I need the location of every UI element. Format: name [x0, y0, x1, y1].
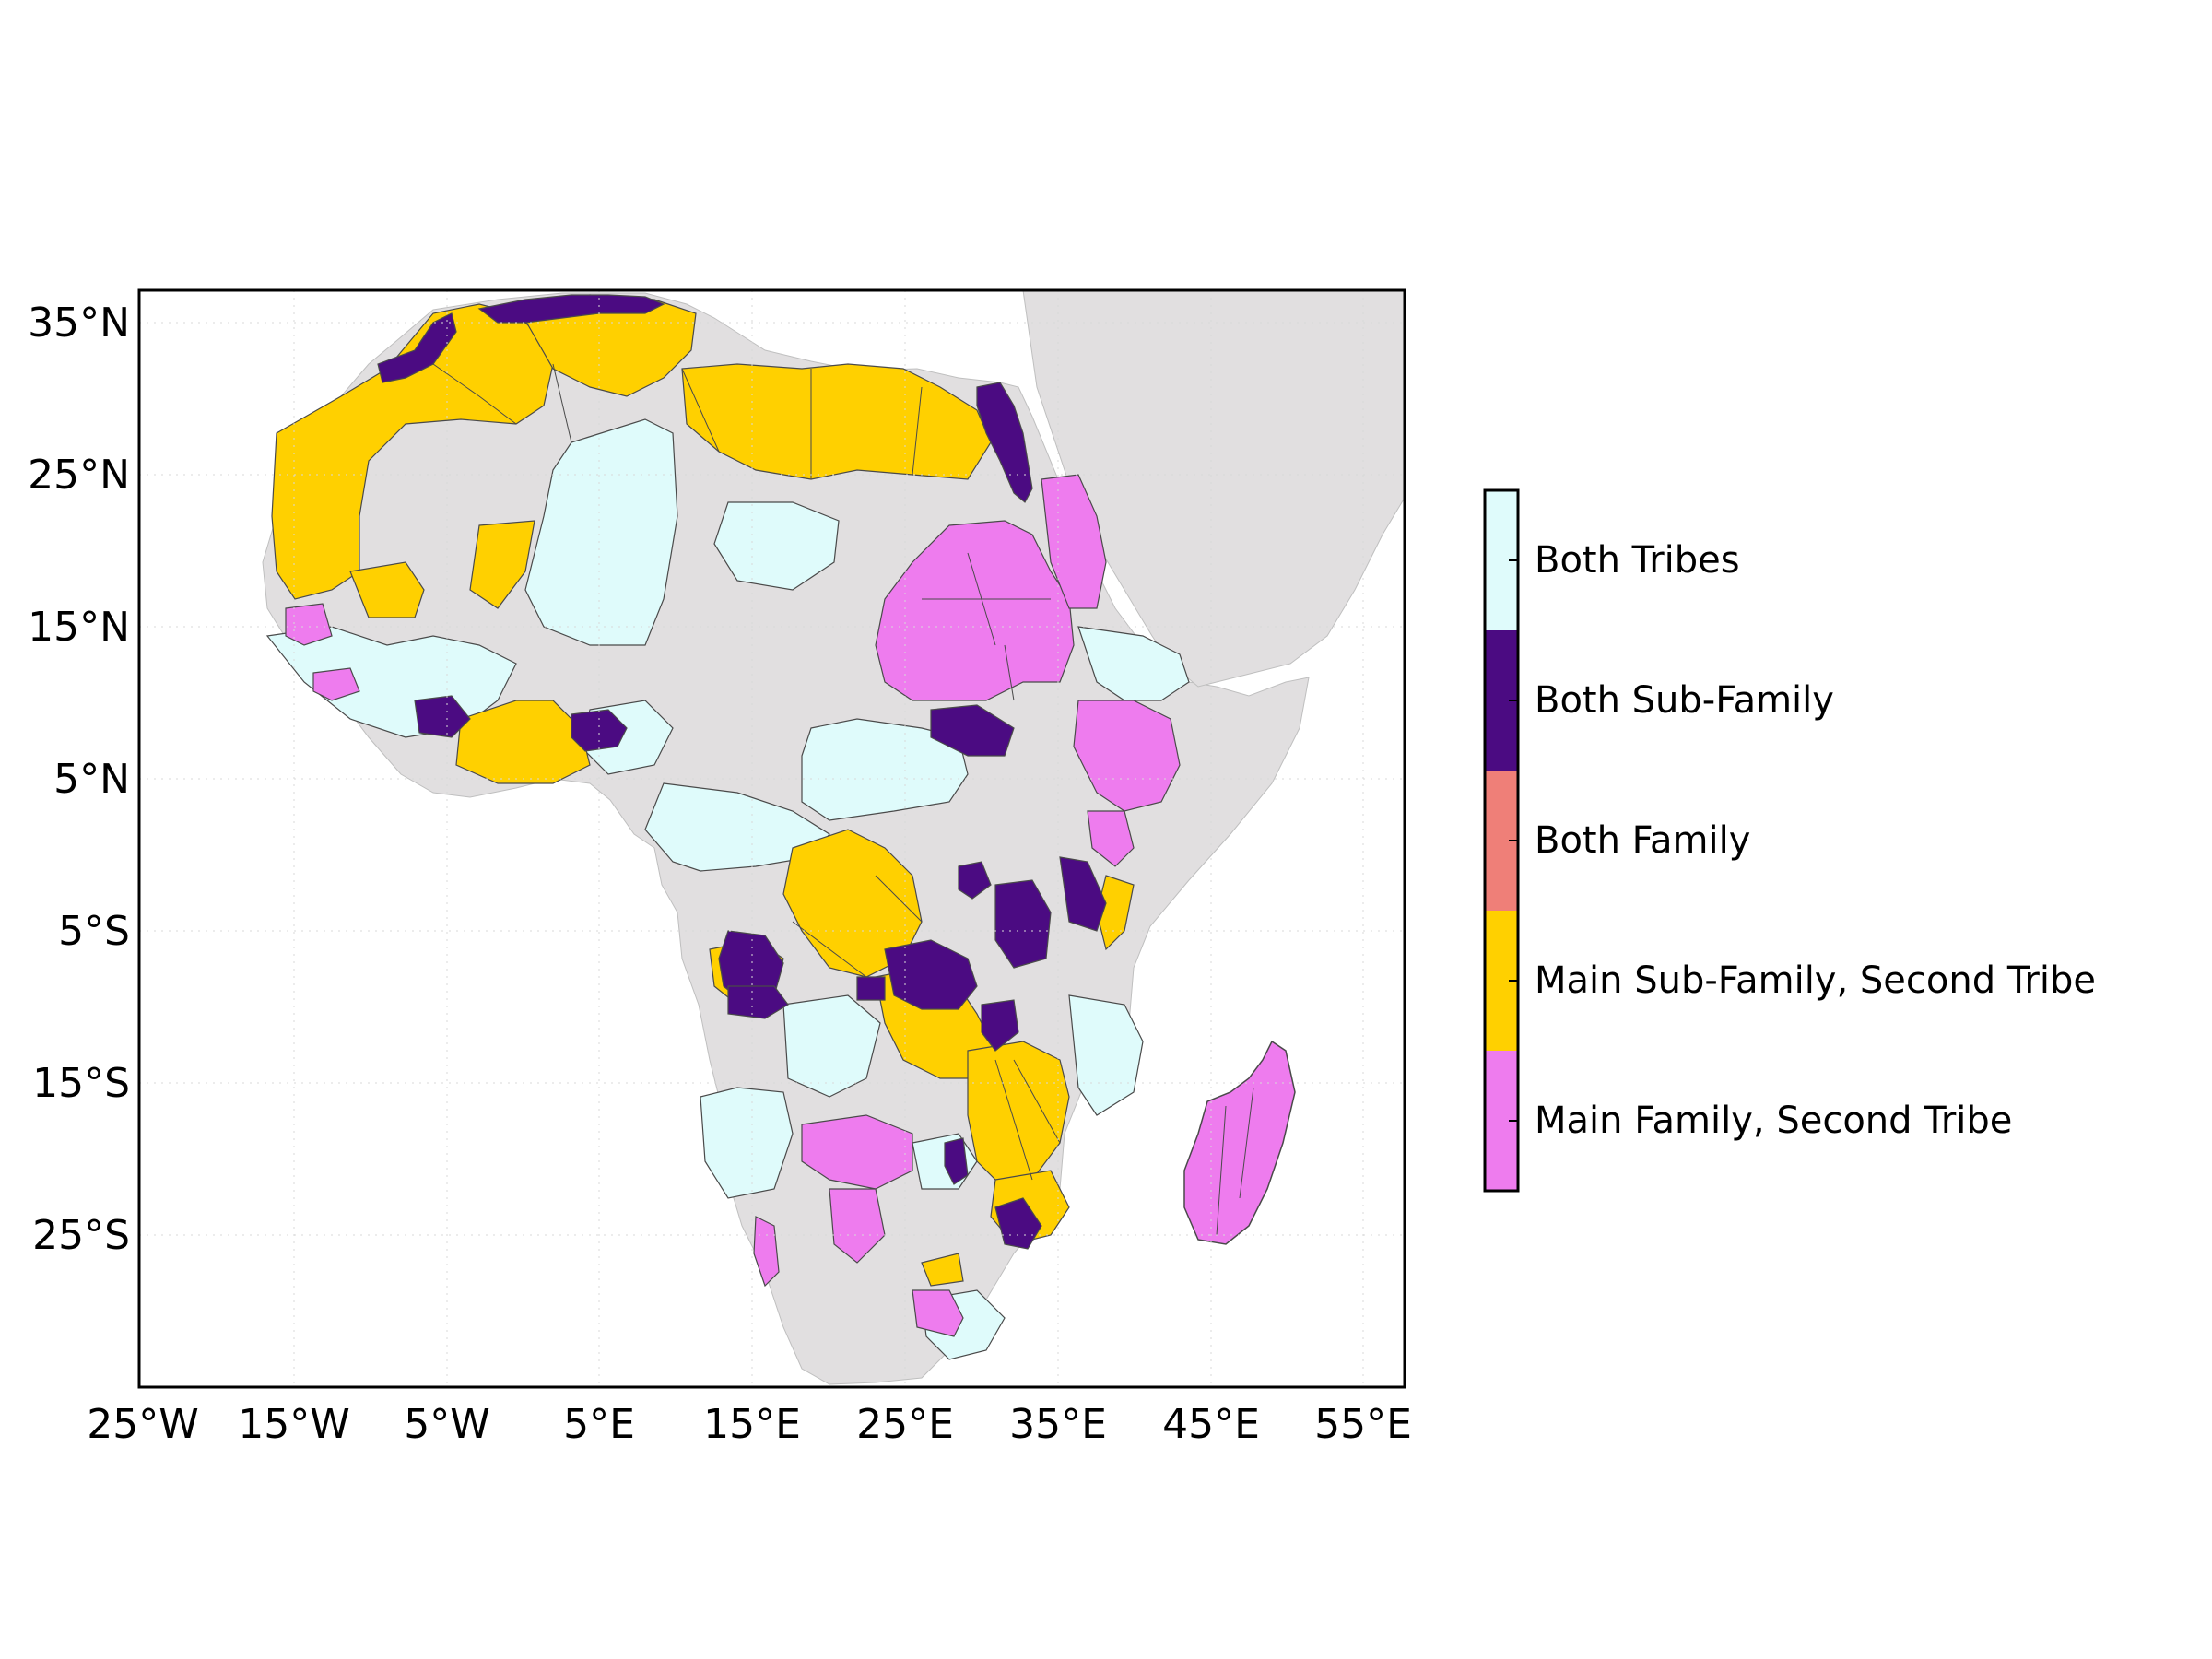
- lat-tick-label: 25°N: [28, 452, 130, 499]
- legend: Both Tribes Both Sub-Family Both Family …: [1483, 488, 2096, 1193]
- lon-tick-label: 45°E: [1162, 1401, 1260, 1448]
- legend-label-main-family: Main Family, Second Tribe: [1535, 1100, 2012, 1142]
- country-borders: [432, 363, 1061, 1181]
- lat-tick-label: 15°N: [28, 604, 130, 651]
- lat-tick-label: 5°S: [58, 908, 130, 955]
- map-land: [262, 290, 1405, 1385]
- lon-tick-label: 15°W: [238, 1401, 350, 1448]
- lon-tick-label: 5°E: [563, 1401, 635, 1448]
- lat-axis: 35°N 25°N 15°N 5°N 5°S 15°S 25°S: [28, 300, 130, 1259]
- legend-label-main-subfamily: Main Sub-Family, Second Tribe: [1535, 959, 2096, 1002]
- lon-tick-label: 55°E: [1314, 1401, 1412, 1448]
- map-panel: 35°N 25°N 15°N 5°N 5°S 15°S 25°S 25°W 15…: [28, 288, 1412, 1448]
- lon-tick-label: 25°W: [87, 1401, 199, 1448]
- region-group-both-subfamily: [377, 294, 1107, 1250]
- legend-label-both-family: Both Family: [1535, 819, 1750, 862]
- map-frame: [137, 288, 1406, 1389]
- legend-label-both-subfamily: Both Sub-Family: [1535, 679, 1834, 722]
- madagascar: [1183, 1040, 1296, 1245]
- gridlines: [139, 290, 1405, 1387]
- lat-tick-label: 35°N: [28, 300, 130, 347]
- lat-tick-label: 5°N: [53, 756, 130, 803]
- legend-label-both-tribes: Both Tribes: [1535, 539, 1740, 582]
- lat-tick-label: 15°S: [32, 1060, 130, 1107]
- legend-ticks: [1509, 559, 1518, 1122]
- lon-tick-label: 5°W: [404, 1401, 490, 1448]
- lon-tick-label: 25°E: [856, 1401, 954, 1448]
- lat-tick-label: 25°S: [32, 1212, 130, 1259]
- lon-tick-label: 15°E: [703, 1401, 801, 1448]
- lon-tick-label: 35°E: [1009, 1401, 1107, 1448]
- region-group-main-family: [285, 474, 1181, 1337]
- lon-axis: 25°W 15°W 5°W 5°E 15°E 25°E 35°E 45°E 55…: [87, 1401, 1412, 1448]
